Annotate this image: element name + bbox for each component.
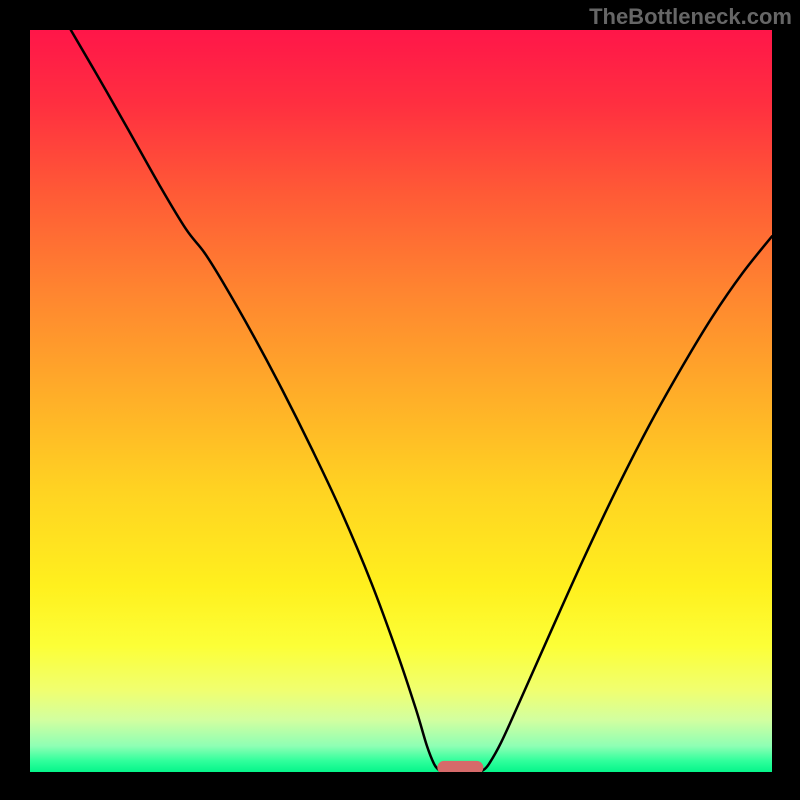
bottleneck-marker [437,761,483,772]
watermark-text: TheBottleneck.com [589,4,792,30]
chart-container: TheBottleneck.com [0,0,800,800]
bottleneck-chart [30,30,772,772]
